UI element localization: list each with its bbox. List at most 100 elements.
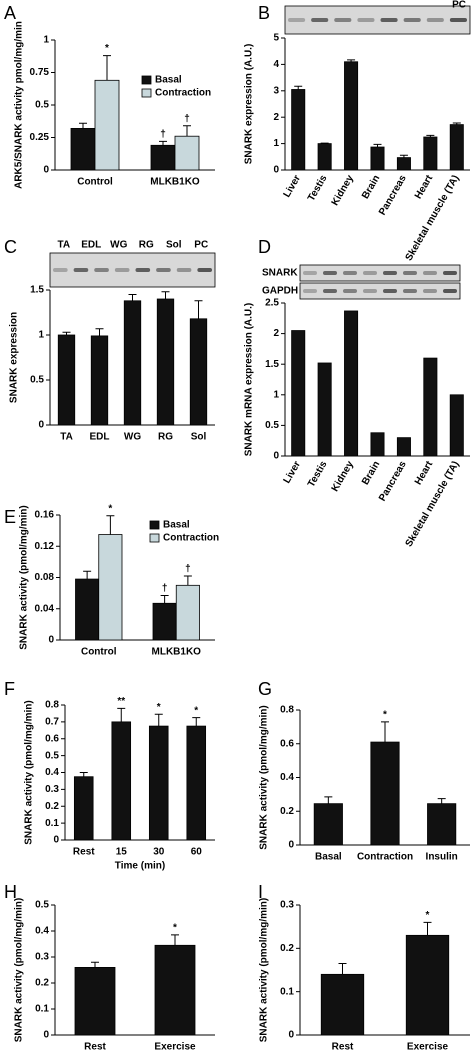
blot	[284, 5, 471, 35]
error-bar	[452, 122, 461, 125]
x-axis-label: Time (min)	[115, 861, 165, 872]
bar	[291, 330, 306, 457]
bar	[291, 89, 306, 171]
y-tick-label: 0.75	[30, 67, 50, 78]
bar	[174, 135, 200, 171]
blot-band	[343, 289, 357, 293]
legend-label: Basal	[155, 75, 182, 86]
error-bar	[154, 713, 163, 727]
panel-letter: H	[4, 882, 17, 902]
y-tick-label: 0	[43, 1030, 49, 1041]
blot-label: GAPDH	[262, 286, 298, 297]
blot-band	[311, 18, 329, 22]
annotation: †	[185, 564, 191, 575]
y-tick-label: 0.4	[280, 772, 294, 783]
y-tick-label: 0.2	[45, 801, 59, 812]
y-axis-label: SNARK expression	[9, 312, 20, 403]
annotation: *	[194, 705, 198, 716]
error-bar	[106, 515, 115, 535]
blot-band	[135, 268, 151, 272]
y-tick-label: 0.1	[45, 818, 59, 829]
y-tick-label: 0.08	[35, 572, 55, 583]
y-tick-label: 0.5	[35, 900, 49, 911]
bar	[449, 124, 464, 171]
error-bar	[399, 154, 408, 158]
bar	[94, 79, 120, 171]
annotation: †	[184, 113, 190, 124]
bar	[152, 602, 177, 641]
bar	[396, 437, 411, 457]
error-bar	[79, 772, 88, 777]
error-bar	[183, 125, 191, 137]
y-tick-label: 0.12	[35, 541, 55, 552]
panel-letter: D	[258, 237, 271, 257]
bar	[449, 394, 464, 457]
blot-band	[303, 271, 317, 275]
y-tick-label: 0	[53, 835, 59, 846]
blot-label: Sol	[166, 240, 182, 251]
blot-band	[114, 268, 130, 272]
bar	[75, 578, 100, 641]
x-tick-label: Liver	[282, 173, 304, 199]
y-tick-label: 0.8	[45, 700, 59, 711]
panel-letter: E	[4, 507, 16, 527]
y-tick-label: 0.4	[45, 767, 59, 778]
bar	[317, 362, 332, 457]
blot-label: WG	[110, 240, 127, 251]
annotation: *	[173, 923, 177, 934]
x-tick-label: Liver	[282, 459, 304, 485]
error-bar	[192, 717, 201, 727]
y-tick-label: 2	[273, 112, 279, 123]
bar	[344, 310, 359, 457]
error-bar	[338, 963, 347, 975]
y-axis-label: SNARK expression (A.U.)	[244, 44, 255, 165]
blot-band	[449, 18, 467, 22]
x-tick-label: Sol	[191, 432, 207, 443]
error-bar	[128, 294, 137, 301]
y-tick-label: 1	[43, 35, 49, 46]
legend-label: Contraction	[155, 88, 211, 99]
y-tick-label: 0.5	[45, 750, 59, 761]
blot-band	[343, 271, 357, 275]
y-tick-label: 0.2	[280, 943, 294, 954]
y-tick-label: 0.3	[35, 952, 49, 963]
y-tick-label: 5	[273, 33, 279, 44]
y-tick-label: 4	[273, 59, 279, 70]
bar	[57, 334, 76, 426]
blot-label: TA	[57, 240, 70, 251]
y-tick-label: 0.2	[280, 806, 294, 817]
error-bar	[160, 594, 169, 604]
blot-label: SNARK	[262, 268, 298, 279]
x-tick-label: Testis	[306, 173, 330, 203]
x-tick-label: Exercise	[407, 1042, 449, 1053]
blot-band	[383, 289, 397, 293]
x-tick-label: 15	[116, 847, 128, 858]
y-tick-label: 0.5	[35, 100, 49, 111]
x-tick-label: Testis	[306, 459, 330, 489]
y-tick-label: 0.5	[265, 420, 279, 431]
x-tick-label: Skeletal muscle (TA)	[404, 173, 462, 263]
y-tick-label: 1.5	[30, 285, 44, 296]
bar	[111, 721, 132, 841]
bar	[423, 136, 438, 171]
x-tick-label: EDL	[90, 432, 110, 443]
x-tick-label: TA	[60, 432, 73, 443]
blot-band	[288, 18, 306, 22]
bar	[156, 298, 175, 426]
y-tick-label: 0	[48, 635, 54, 646]
annotation: *	[108, 503, 112, 514]
bar	[370, 741, 400, 846]
y-tick-label: 0	[43, 165, 49, 176]
x-tick-label: Control	[77, 177, 113, 188]
bar	[70, 127, 96, 171]
y-axis-label: ARK5/SNARK activity pmol/mg/min	[14, 21, 25, 189]
x-tick-label: Heart	[413, 173, 436, 201]
y-tick-label: 0	[273, 451, 279, 462]
bar	[98, 534, 123, 641]
blot-band	[334, 18, 352, 22]
blot-band	[423, 271, 437, 275]
x-tick-label: Kidney	[330, 173, 356, 208]
x-tick-label: Rest	[332, 1042, 354, 1053]
error-bar	[347, 59, 356, 62]
y-tick-label: 0.25	[30, 132, 50, 143]
